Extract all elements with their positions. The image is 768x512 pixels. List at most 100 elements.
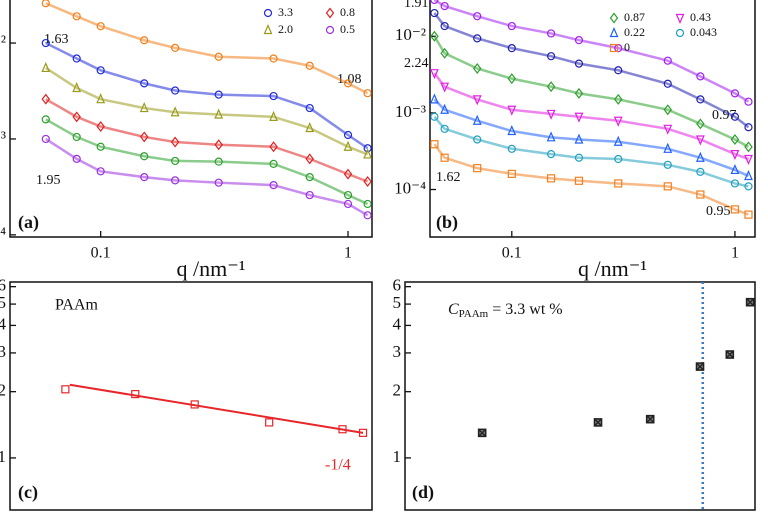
marker	[305, 153, 314, 165]
marker	[72, 132, 81, 142]
marker	[140, 79, 149, 88]
marker	[214, 52, 223, 61]
marker	[730, 112, 740, 121]
marker	[325, 25, 335, 35]
marker	[744, 97, 753, 106]
marker	[325, 7, 335, 19]
marker	[440, 124, 449, 133]
marker	[574, 36, 584, 45]
marker	[140, 173, 149, 182]
marker	[96, 93, 106, 104]
marker	[546, 29, 556, 38]
marker	[574, 87, 584, 99]
marker	[429, 69, 439, 80]
marker	[507, 21, 516, 31]
marker	[696, 118, 705, 130]
marker	[744, 182, 753, 191]
marker	[363, 144, 372, 153]
y-tick-label: 10⁻⁴	[0, 224, 6, 243]
marker	[139, 131, 149, 143]
marker	[265, 418, 274, 427]
marker	[305, 61, 314, 70]
marker	[430, 0, 439, 5]
marker-cross	[696, 362, 705, 371]
marker	[507, 105, 517, 116]
marker	[363, 211, 372, 220]
marker	[269, 159, 278, 168]
marker	[730, 163, 740, 175]
marker	[472, 114, 482, 125]
series-line	[45, 137, 369, 217]
marker	[269, 91, 278, 101]
marker	[744, 154, 753, 166]
y-tick-label: 10⁻³	[395, 102, 426, 121]
marker	[363, 176, 372, 187]
marker	[696, 95, 705, 104]
marker	[214, 178, 223, 187]
y-tick-label: 4	[0, 314, 7, 333]
legend-label: 0.043	[690, 25, 717, 39]
x-axis-label: q /nm⁻¹	[177, 256, 246, 281]
marker	[263, 24, 273, 35]
marker	[214, 139, 223, 151]
legend-label: 0.22	[624, 25, 645, 39]
y-tick-label: 10⁻⁴	[394, 178, 426, 197]
marker	[41, 93, 51, 105]
marker-cross	[746, 298, 755, 307]
marker	[343, 190, 353, 200]
marker	[440, 82, 450, 93]
series-line	[45, 118, 369, 206]
marker	[473, 164, 482, 173]
marker	[614, 154, 623, 164]
marker	[430, 112, 439, 121]
marker	[358, 428, 368, 437]
marker	[574, 59, 584, 68]
marker	[269, 181, 278, 190]
y-tick-label: 4	[393, 314, 402, 333]
plot-frame	[9, 281, 373, 511]
marker	[430, 30, 439, 42]
marker	[574, 153, 584, 162]
marker	[613, 116, 623, 127]
marker	[41, 115, 50, 124]
y-tick-label: 6	[393, 276, 402, 295]
series-line	[45, 98, 369, 183]
annotation: 0.95	[706, 204, 731, 219]
marker	[609, 43, 619, 53]
marker	[507, 144, 516, 153]
panel-label: (d)	[412, 482, 434, 503]
marker-cross	[725, 350, 734, 359]
marker	[546, 81, 556, 93]
annotation: 1.63	[44, 32, 69, 47]
marker	[96, 142, 105, 151]
marker	[730, 205, 740, 214]
marker	[96, 22, 105, 31]
series-line	[45, 41, 369, 150]
marker	[440, 21, 449, 31]
marker	[574, 112, 584, 123]
marker	[96, 66, 105, 75]
y-tick-label: 2	[0, 381, 6, 400]
y-tick-label: 3	[393, 342, 402, 361]
marker	[546, 52, 556, 61]
legend-label: 2.0	[278, 22, 293, 36]
marker	[343, 140, 353, 151]
marker	[440, 47, 449, 59]
marker	[472, 63, 482, 74]
marker	[507, 169, 516, 178]
series-line	[433, 0, 750, 103]
annotation: PAAm	[55, 297, 99, 314]
marker	[609, 27, 619, 38]
y-tick-label: 5	[393, 293, 402, 312]
marker	[472, 95, 482, 106]
fit-line	[69, 383, 364, 434]
series-line	[433, 12, 750, 129]
marker	[72, 154, 81, 163]
y-tick-label: 1	[0, 447, 6, 466]
series-line	[45, 2, 369, 95]
marker	[613, 93, 623, 105]
y-tick-label: 2	[393, 381, 402, 400]
y-tick-label: 5	[0, 293, 6, 312]
plot-frame	[9, 0, 373, 238]
